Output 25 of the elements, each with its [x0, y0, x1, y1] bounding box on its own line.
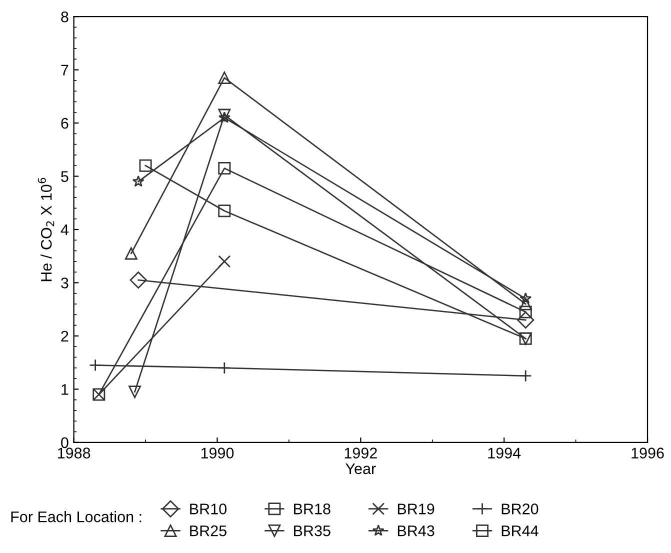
- legend-title: For Each Location :: [11, 511, 142, 522]
- y-tick-label: 3: [61, 278, 68, 288]
- x-tick-label: 1992: [344, 448, 377, 458]
- y-tick-label: 6: [61, 118, 68, 129]
- y-tick-label: 8: [61, 11, 68, 22]
- legend-label: BR10: [190, 504, 226, 514]
- legend-label: BR25: [190, 525, 226, 536]
- y-axis-title: He / CO$_{2}$ X 10$^{6}$: [38, 178, 54, 282]
- y-tick-label: 0: [61, 437, 68, 448]
- y-tick-label: 7: [61, 64, 68, 76]
- legend-label: BR19: [398, 504, 434, 514]
- legend-label: BR43: [398, 525, 434, 536]
- y-tick-label: 1: [62, 384, 68, 395]
- x-axis-title: Year: [346, 463, 376, 474]
- legend-label: BR20: [502, 504, 538, 514]
- x-tick-label: 1988: [58, 448, 90, 458]
- legend-label: BR35: [294, 525, 330, 536]
- y-tick-label: 4: [60, 224, 68, 236]
- y-tick-label: 2: [61, 330, 68, 342]
- legend-label: BR44: [502, 526, 538, 536]
- x-tick-label: 1990: [201, 448, 234, 458]
- x-tick-label: 1994: [488, 448, 521, 458]
- legend-label: BR18: [294, 504, 330, 514]
- y-tick-label: 5: [61, 171, 68, 182]
- x-tick-label: 1996: [632, 448, 664, 458]
